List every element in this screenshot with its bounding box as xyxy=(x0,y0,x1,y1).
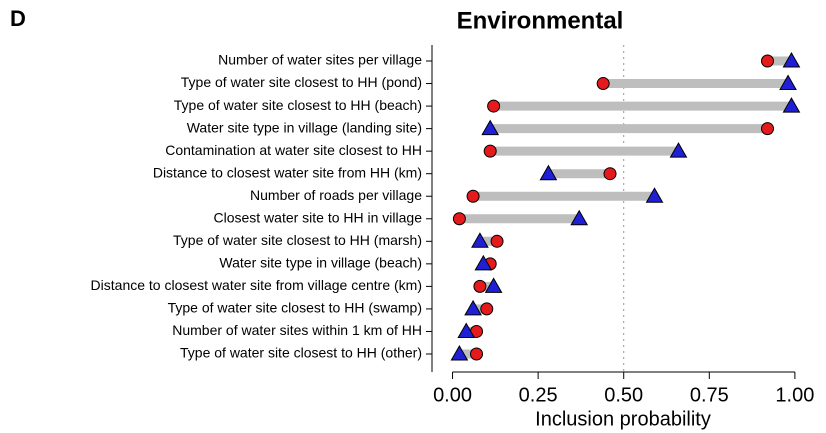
triangle-marker xyxy=(782,51,801,68)
triangle-marker xyxy=(779,74,797,91)
y-tick-label: Distance to closest water site from HH (… xyxy=(153,164,422,180)
circle-marker xyxy=(480,302,494,316)
x-tick-label: 0.25 xyxy=(519,384,558,406)
circle-marker xyxy=(473,279,487,293)
x-tick-label: 0.00 xyxy=(433,384,472,406)
y-tick-label: Number of roads per village xyxy=(250,187,422,203)
y-tick-label: Water site type in village (beach) xyxy=(219,255,422,271)
y-tick-label: Type of water site closest to HH (marsh) xyxy=(173,232,422,248)
triangle-marker xyxy=(450,344,469,361)
triangle-marker xyxy=(645,187,664,203)
circle-marker xyxy=(483,144,497,158)
y-tick-label: Type of water site closest to HH (pond) xyxy=(181,74,422,90)
circle-marker xyxy=(487,99,501,113)
y-tick-label: Type of water site closest to HH (beach) xyxy=(174,97,422,113)
triangle-marker xyxy=(782,97,801,113)
y-tick-label: Closest water site to HH in village xyxy=(213,209,422,225)
circle-marker xyxy=(490,234,504,248)
triangle-marker xyxy=(484,277,503,293)
triangle-marker xyxy=(474,254,493,271)
circle-marker xyxy=(452,212,466,226)
circle-marker xyxy=(760,122,774,136)
x-tick-label: 1.00 xyxy=(775,384,814,406)
x-axis-title: Inclusion probability xyxy=(535,408,711,430)
circle-marker xyxy=(466,189,480,203)
triangle-marker xyxy=(457,322,476,338)
y-tick-label: Number of water sites within 1 km of HH xyxy=(172,322,422,338)
y-tick-label: Contamination at water site closest to H… xyxy=(165,142,422,158)
panel-label: D xyxy=(10,6,26,31)
y-tick-label: Distance to closest water site from vill… xyxy=(91,277,422,293)
circle-marker xyxy=(760,54,774,68)
y-tick-label: Number of water sites per village xyxy=(218,52,422,68)
triangle-marker xyxy=(539,164,558,181)
x-tick-label: 0.50 xyxy=(604,384,643,406)
y-tick-label: Type of water site closest to HH (other) xyxy=(180,345,422,361)
circle-marker xyxy=(603,167,617,181)
triangle-marker xyxy=(481,119,500,136)
x-tick-label: 0.75 xyxy=(690,384,729,406)
triangle-marker xyxy=(464,299,482,316)
circle-marker xyxy=(596,77,610,91)
circle-marker xyxy=(470,347,484,361)
y-tick-label: Type of water site closest to HH (swamp) xyxy=(168,300,422,316)
triangle-marker xyxy=(570,209,589,226)
chart-title: Environmental xyxy=(457,7,624,34)
triangle-marker xyxy=(669,142,688,158)
y-tick-label: Water site type in village (landing site… xyxy=(187,119,422,135)
triangle-marker xyxy=(471,232,489,248)
